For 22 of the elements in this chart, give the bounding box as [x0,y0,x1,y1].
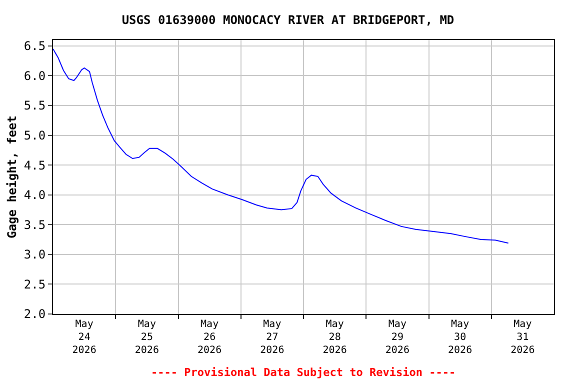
y-tick-label: 2.0 [24,307,46,322]
line-series [53,48,509,244]
y-tick-label: 3.5 [24,218,46,232]
y-axis-title: Gage height, feet [5,116,20,238]
x-tick-label: May 26 2026 [198,319,222,356]
text: ---- Provisional Data Subject to Revision ---- [151,366,456,379]
y-tick-label: 5.5 [24,98,46,113]
x-tick-label: May 25 2026 [134,319,159,356]
x-tick-label: May 30 2026 [448,319,472,356]
x-tick-label: May 29 2026 [385,319,410,356]
x-tick-label: May 28 2026 [322,319,347,356]
chart-title: USGS 01639000 MONOCACY RIVER AT BRIDGEPORT, MD [122,12,454,27]
x-tick-label: May 24 2026 [72,319,96,356]
y-tick-label: 5.0 [24,128,46,142]
y-tick-label: 3.0 [24,248,46,262]
x-tick-label: May 27 2026 [260,319,284,356]
y-tick-label: 6.0 [24,68,46,83]
y-tick-label: 4.5 [24,158,46,172]
y-tick-label: 6.5 [24,39,46,54]
x-tick-label: May 31 2026 [510,319,535,356]
y-tick-label: 2.5 [24,277,46,292]
y-tick-label: 4.0 [24,188,46,202]
